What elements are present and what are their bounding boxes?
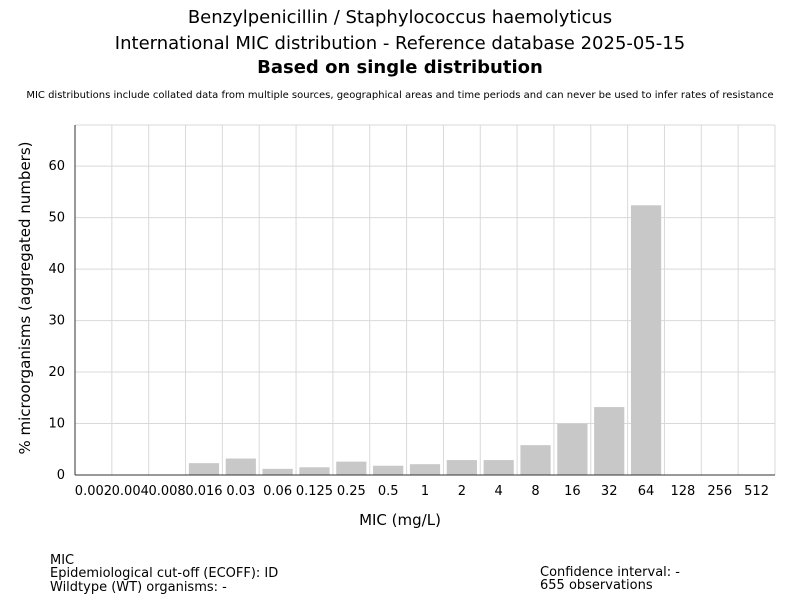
x-tick-label: 0.008 — [148, 484, 185, 499]
axis-layer: 0 10 20 30 40 50 60 0.002 0.004 0.008 0.016 0.03 0.0… — [48, 125, 775, 499]
y-tick-label: 20 — [48, 365, 65, 380]
bar-0.5 — [373, 465, 404, 475]
bar-0.25 — [336, 461, 367, 475]
bar-0.125 — [299, 467, 330, 475]
footer-observations: 655 observations — [540, 578, 653, 593]
bar-0.03 — [225, 458, 256, 475]
x-tick-label: 2 — [458, 484, 466, 499]
y-tick-label: 50 — [48, 211, 65, 226]
bar-1 — [409, 464, 441, 475]
x-tick-label: 0.06 — [263, 484, 292, 499]
x-tick-label: 256 — [707, 484, 732, 499]
footer-ecoff: Epidemiological cut-off (ECOFF): ID — [50, 566, 279, 581]
x-tick-label: 64 — [638, 484, 655, 499]
y-tick-label: 40 — [48, 262, 65, 277]
x-tick-label: 32 — [601, 484, 618, 499]
bar-32 — [594, 407, 625, 475]
x-tick-label: 1 — [421, 484, 429, 499]
chart-title-line-1: Benzylpenicillin / Staphylococcus haemol… — [187, 7, 613, 28]
bar-0.06 — [262, 468, 293, 475]
bar-16 — [557, 423, 588, 475]
x-axis-title: MIC (mg/L) — [359, 511, 441, 529]
bar-64 — [630, 205, 662, 475]
x-tick-label: 4 — [495, 484, 503, 499]
x-tick-label: 0.016 — [185, 484, 222, 499]
grid-layer — [75, 124, 776, 475]
x-tick-label: 0.03 — [226, 484, 255, 499]
bar-4 — [483, 460, 514, 475]
x-tick-label: 8 — [531, 484, 539, 499]
chart-title-line-2: International MIC distribution - Referen… — [114, 33, 686, 54]
y-tick-label: 0 — [57, 468, 65, 483]
x-tick-label: 0.25 — [337, 484, 366, 499]
x-tick-label: 512 — [744, 484, 769, 499]
y-tick-label: 60 — [48, 159, 65, 174]
x-tick-label: 0.002 — [75, 484, 112, 499]
bar-0.016 — [188, 463, 220, 475]
footer-wildtype: Wildtype (WT) organisms: - — [50, 580, 227, 595]
chart-title-line-3: Based on single distribution — [257, 57, 543, 78]
x-tick-label: 0.125 — [296, 484, 333, 499]
bar-8 — [520, 445, 551, 475]
bar-layer — [188, 205, 662, 475]
x-tick-label: 128 — [670, 484, 695, 499]
y-tick-label: 10 — [48, 417, 65, 432]
footer-mic-label: MIC — [50, 553, 75, 568]
y-tick-label: 30 — [48, 314, 65, 329]
x-tick-label: 0.5 — [378, 484, 399, 499]
bar-2 — [446, 460, 477, 475]
y-axis-title: % microorganisms (aggregated numbers) — [16, 141, 34, 454]
chart-subtitle: MIC distributions include collated data … — [26, 90, 774, 101]
footer-confidence-interval: Confidence interval: - — [540, 565, 680, 580]
x-tick-label: 16 — [564, 484, 581, 499]
x-tick-label: 0.004 — [112, 484, 149, 499]
